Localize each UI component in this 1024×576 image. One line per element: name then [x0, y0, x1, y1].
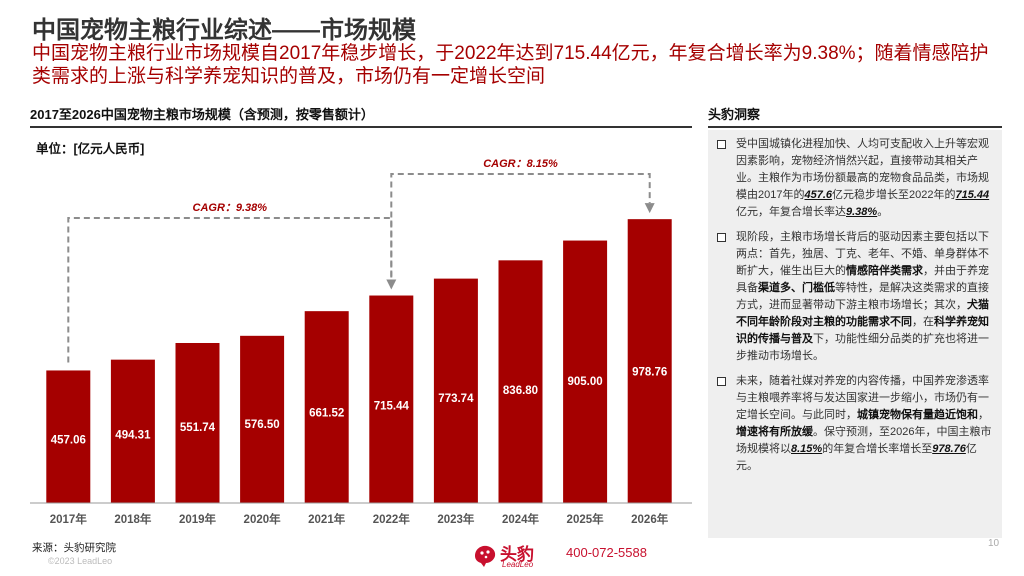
- insight-highlight: 457.6: [804, 189, 833, 201]
- insight-text: 受中国城镇化进程加快、人均可支配收入上升等宏观因素影响，宠物经济悄然兴起，直接带…: [736, 138, 989, 201]
- bar-value-label: 551.74: [180, 422, 216, 434]
- bar: [498, 260, 543, 503]
- bar-value-label: 661.52: [309, 408, 344, 420]
- bar-value-label: 576.50: [245, 419, 280, 431]
- chart-heading: 2017至2026中国宠物主粮市场规模（含预测，按零售额计）: [30, 107, 374, 122]
- insight-text: ，并由于养宠具备: [736, 265, 989, 294]
- cagr-connector-line: [67, 217, 393, 363]
- cagr-label: CAGR：8.15%: [483, 158, 558, 170]
- x-axis-tick-label: 2017年: [50, 512, 88, 526]
- x-axis-tick-label: 2023年: [437, 512, 475, 526]
- x-axis-tick-label: 2020年: [244, 512, 282, 526]
- insight-emphasis: 城镇宠物保有量趋近饱和: [857, 409, 978, 421]
- leopard-logo-icon: [475, 545, 496, 567]
- insight-highlight: 8.15%: [791, 443, 823, 455]
- cagr-arrow-icon: [644, 203, 655, 214]
- bar-value-label: 905.00: [568, 376, 603, 388]
- x-axis-tick-label: 2019年: [179, 512, 217, 526]
- bar-value-label: 715.44: [374, 401, 410, 413]
- source-note: 来源：头豹研究院: [32, 542, 116, 554]
- insight-text: 亿元，年复合增长率达: [736, 206, 846, 218]
- insight-highlight: 978.76: [932, 443, 966, 455]
- cagr-connector-line: [390, 173, 651, 288]
- insight-emphasis: 增速将有所放缓: [736, 426, 813, 438]
- page-subtitle: 中国宠物主粮行业市场规模自2017年稳步增长，于2022年达到715.44亿元，…: [32, 43, 989, 87]
- insight-text: ，: [978, 409, 989, 421]
- page-number: 10: [988, 538, 1000, 549]
- insight-text: ，在: [912, 316, 934, 328]
- checkbox-bullet-icon: [717, 140, 726, 149]
- logo-text-en: LeadLeo: [502, 560, 534, 569]
- x-axis-tick-label: 2022年: [373, 512, 411, 526]
- chart-unit-label: 单位：[亿元人民币]: [36, 142, 145, 156]
- insights-heading: 头豹洞察: [708, 107, 761, 122]
- insight-text: 。: [877, 206, 889, 218]
- insight-text: 的年复合增长率增长至: [822, 443, 933, 455]
- bar-value-label: 457.06: [51, 434, 86, 446]
- bar: [304, 311, 349, 503]
- bar: [175, 342, 220, 503]
- insights-header: 头豹洞察: [708, 106, 1002, 128]
- x-axis-tick-label: 2025年: [567, 512, 605, 526]
- bar: [627, 219, 672, 503]
- chart-section-header: 2017至2026中国宠物主粮市场规模（含预测，按零售额计）: [30, 106, 692, 128]
- insight-bullet: 受中国城镇化进程加快、人均可支配收入上升等宏观因素影响，宠物经济悄然兴起，直接带…: [716, 136, 994, 221]
- bar: [369, 295, 414, 503]
- insight-text: 亿元稳步增长至2022年的: [832, 189, 956, 201]
- insight-highlight: 9.38%: [846, 206, 878, 218]
- insight-text: 下，功能性细分品类的扩充也将进一步推动市场增长。: [736, 333, 989, 362]
- page-title: 中国宠物主粮行业综述——市场规模: [32, 17, 416, 44]
- bar: [46, 370, 91, 503]
- insights-panel: 受中国城镇化进程加快、人均可支配收入上升等宏观因素影响，宠物经济悄然兴起，直接带…: [708, 130, 1002, 538]
- insight-text: 等特性，是解决这类需求的直接方式，进而显著带动下游主粮市场增长；其次，: [736, 282, 989, 311]
- logo-text-cn: 头豹: [500, 545, 534, 564]
- bar: [433, 278, 478, 503]
- cagr-label: CAGR：9.38%: [193, 202, 268, 214]
- insight-emphasis: 犬猫不同年龄阶段对主粮的功能需求不同: [736, 299, 989, 328]
- market-size-bar-chart: 457.06 2017年 494.31 2018年 551.74 2019年 576.50 2…: [30, 158, 692, 526]
- contact-phone: 400-072-5588: [566, 545, 647, 560]
- bar-value-label: 494.31: [115, 429, 151, 441]
- x-axis-tick-label: 2018年: [114, 512, 152, 526]
- insight-bullet: 未来，随着社媒对养宠的内容传播，中国养宠渗透率与主粮喂养率将与发达国家进一步缩小…: [716, 373, 994, 475]
- insight-text: 亿元。: [736, 443, 977, 472]
- x-axis-tick-label: 2024年: [502, 512, 540, 526]
- insight-emphasis: 科学养宠知识的传播与普及: [736, 316, 989, 345]
- insight-emphasis: 情感陪伴类需求: [846, 265, 923, 277]
- insight-text: 现阶段，主粮市场增长背后的驱动因素主要包括以下两点：首先，独居、丁克、老年、不婚…: [736, 231, 989, 277]
- leadleo-logo: 头豹 LeadLeo: [472, 540, 558, 572]
- bar-value-label: 773.74: [438, 393, 474, 405]
- insight-text: 未来，随着社媒对养宠的内容传播，中国养宠渗透率与主粮喂养率将与发达国家进一步缩小…: [736, 375, 989, 421]
- bar-value-label: 978.76: [632, 366, 667, 378]
- x-axis-tick-label: 2026年: [631, 512, 669, 526]
- bar: [110, 359, 155, 503]
- bar: [240, 335, 285, 503]
- insight-bullet: 现阶段，主粮市场增长背后的驱动因素主要包括以下两点：首先，独居、丁克、老年、不婚…: [716, 229, 994, 365]
- checkbox-bullet-icon: [717, 233, 726, 242]
- x-axis-tick-label: 2021年: [308, 512, 346, 526]
- checkbox-bullet-icon: [717, 377, 726, 386]
- copyright-note: ©2023 LeadLeo: [48, 556, 113, 566]
- bar-value-label: 836.80: [503, 385, 538, 397]
- insight-highlight: 715.44: [955, 189, 990, 201]
- bar: [563, 240, 608, 504]
- insight-emphasis: 渠道多、门槛低: [758, 282, 835, 294]
- insight-text: 。保守预测，至2026年，中国主粮市场规模将以: [736, 426, 992, 455]
